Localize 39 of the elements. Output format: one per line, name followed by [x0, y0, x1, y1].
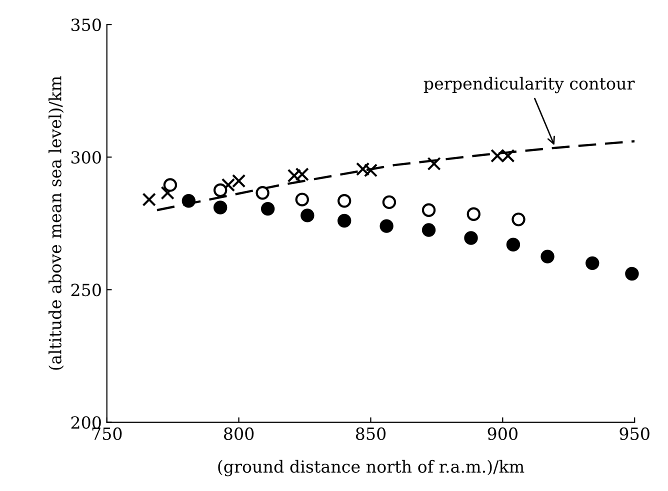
point [382, 195, 396, 210]
point [540, 250, 554, 264]
x-tick-label: 750 [92, 427, 122, 440]
y-tick-label: 350 [71, 18, 101, 32]
point [586, 256, 600, 270]
point [506, 238, 520, 252]
point [300, 208, 314, 222]
point [338, 214, 352, 228]
point [466, 207, 480, 221]
point [221, 178, 236, 192]
point [422, 203, 436, 218]
point [464, 231, 478, 245]
x-axis-title: (ground distance north of r.a.m.)/km [218, 460, 524, 476]
x-tick-label: 850 [356, 427, 386, 440]
point [213, 200, 228, 214]
point [512, 212, 526, 226]
y-tick-label: 250 [71, 284, 101, 296]
annotation: perpendicularity contour [424, 76, 635, 94]
x-tick-label: 900 [488, 427, 518, 440]
point [427, 156, 441, 171]
point [625, 266, 639, 281]
point [256, 186, 270, 200]
x-tick-label: 950 [620, 427, 650, 440]
point [380, 219, 394, 233]
x-tick-label: 800 [224, 427, 254, 440]
point [260, 202, 275, 216]
y-axis-title: (altitude above mean sea level)/km [48, 76, 64, 370]
y-tick-label: 300 [71, 151, 101, 164]
line-series [156, 140, 635, 212]
point [232, 174, 246, 188]
point [163, 178, 178, 192]
point [142, 192, 156, 206]
point [160, 186, 174, 200]
point [422, 223, 436, 237]
point [182, 194, 196, 208]
point [338, 194, 352, 208]
point [213, 183, 228, 198]
point [295, 192, 309, 206]
y-tick-label: 200 [71, 416, 101, 429]
